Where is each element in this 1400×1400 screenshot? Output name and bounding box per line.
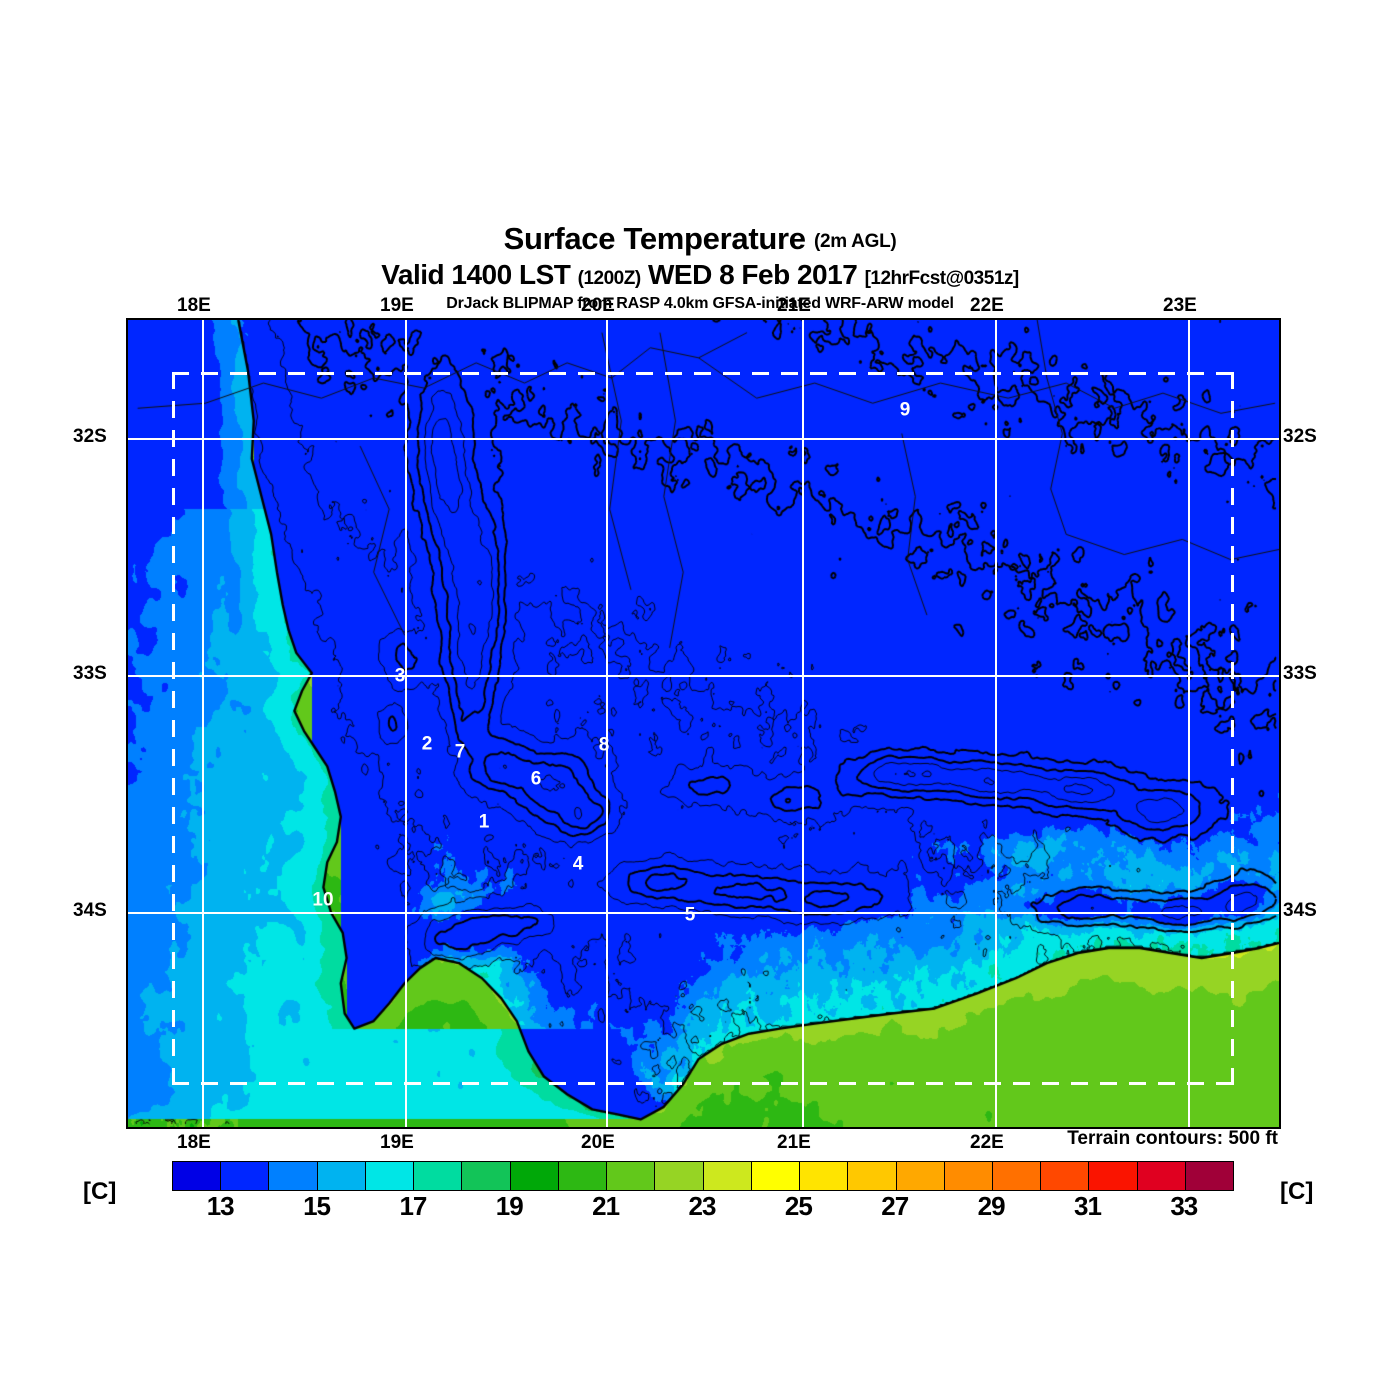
colorbar-swatch-15 <box>896 1162 945 1190</box>
model-source-line: DrJack BLIPMAP from RASP 4.0km GFSA-init… <box>446 295 954 312</box>
site-label-2[interactable]: 2 <box>421 733 433 755</box>
gridline-lon-22E <box>995 320 997 1127</box>
gridline-lat-34S <box>128 912 1279 914</box>
axis-label-bottom-21E: 21E <box>777 1132 811 1153</box>
title-main-text: Surface Temperature <box>503 221 806 256</box>
colorbar-swatch-13 <box>800 1162 849 1190</box>
colorbar-tick-33: 33 <box>1170 1191 1198 1221</box>
colorbar-tick-27: 27 <box>881 1191 909 1221</box>
title-superscript: (2m AGL) <box>814 231 897 252</box>
colorbar-swatch-17 <box>992 1162 1042 1190</box>
valid-lst: Valid 1400 LST <box>381 259 571 290</box>
axis-label-right-32S: 32S <box>1283 426 1317 447</box>
title-block: Surface Temperature (2m AGL) Valid 1400 … <box>0 222 1400 313</box>
colorbar-swatch-10 <box>655 1162 704 1190</box>
colorbar[interactable] <box>172 1161 1234 1191</box>
colorbar-unit-right: [C] <box>1280 1178 1314 1205</box>
gridline-lon-21E <box>802 320 804 1127</box>
colorbar-tick-19: 19 <box>495 1191 524 1221</box>
axis-label-top-20E: 20E <box>581 295 615 316</box>
axis-label-bottom-20E: 20E <box>581 1132 615 1153</box>
valid-date: WED 8 Feb 2017 <box>647 259 858 290</box>
axis-label-bottom-18E: 18E <box>177 1132 211 1153</box>
colorbar-swatch-16 <box>944 1162 993 1190</box>
gridline-lat-32S <box>128 438 1279 440</box>
colorbar-swatch-1 <box>221 1162 270 1190</box>
site-label-9[interactable]: 9 <box>899 399 911 421</box>
colorbar-tick-29: 29 <box>977 1191 1006 1221</box>
axis-label-left-32S: 32S <box>73 426 107 447</box>
colorbar-unit-left: [C] <box>83 1178 117 1205</box>
site-label-8[interactable]: 8 <box>598 734 610 756</box>
temperature-field-canvas <box>128 320 1279 1127</box>
colorbar-tick-21: 21 <box>592 1191 620 1221</box>
site-label-10[interactable]: 10 <box>312 889 334 911</box>
colorbar-swatch-4 <box>365 1162 415 1190</box>
gridline-lon-19E <box>405 320 407 1127</box>
domain-box-left <box>172 372 175 1085</box>
colorbar-tick-23: 23 <box>688 1191 717 1221</box>
domain-box-bottom <box>172 1082 1234 1085</box>
axis-label-left-34S: 34S <box>73 900 107 921</box>
colorbar-swatch-8 <box>558 1162 608 1190</box>
gridline-lon-20E <box>606 320 608 1127</box>
site-label-4[interactable]: 4 <box>572 853 584 875</box>
colorbar-swatch-3 <box>317 1162 366 1190</box>
colorbar-swatch-7 <box>510 1162 559 1190</box>
axis-label-top-19E: 19E <box>380 295 414 316</box>
colorbar-swatch-9 <box>607 1162 656 1190</box>
axis-label-top-18E: 18E <box>177 295 211 316</box>
gridline-lon-18E <box>202 320 204 1127</box>
site-label-6[interactable]: 6 <box>530 768 542 790</box>
colorbar-swatch-18 <box>1041 1162 1090 1190</box>
colorbar-tick-25: 25 <box>784 1191 813 1221</box>
colorbar-tick-31: 31 <box>1073 1191 1102 1221</box>
terrain-contour-note: Terrain contours: 500 ft <box>1067 1128 1278 1149</box>
valid-time-line: Valid 1400 LST (1200Z) WED 8 Feb 2017 [1… <box>0 259 1400 294</box>
axis-label-left-33S: 33S <box>73 663 107 684</box>
colorbar-tick-13: 13 <box>206 1191 235 1221</box>
domain-box-right <box>1231 372 1234 1085</box>
valid-utc: (1200Z) <box>577 268 642 289</box>
site-label-1[interactable]: 1 <box>478 811 490 833</box>
axis-label-right-34S: 34S <box>1283 900 1317 921</box>
axis-label-top-21E: 21E <box>777 295 811 316</box>
gridline-lat-33S <box>128 675 1279 677</box>
colorbar-swatch-5 <box>414 1162 463 1190</box>
site-label-3[interactable]: 3 <box>394 665 406 687</box>
axis-label-right-33S: 33S <box>1283 663 1317 684</box>
map-plot-area[interactable] <box>126 318 1281 1129</box>
forecast-hour: [12hrFcst@0351z] <box>864 268 1020 289</box>
axis-label-bottom-19E: 19E <box>380 1132 414 1153</box>
domain-box-top <box>172 372 1234 375</box>
site-label-5[interactable]: 5 <box>684 904 696 926</box>
axis-label-top-22E: 22E <box>970 295 1004 316</box>
colorbar-swatch-19 <box>1089 1162 1138 1190</box>
gridline-lon-23E <box>1188 320 1190 1127</box>
colorbar-swatch-12 <box>751 1162 801 1190</box>
colorbar-tick-15: 15 <box>303 1191 331 1221</box>
axis-label-top-23E: 23E <box>1163 295 1197 316</box>
colorbar-swatch-21 <box>1185 1162 1234 1190</box>
colorbar-swatch-20 <box>1137 1162 1186 1190</box>
colorbar-swatch-0 <box>173 1162 222 1190</box>
colorbar-tick-17: 17 <box>399 1191 427 1221</box>
axis-label-bottom-22E: 22E <box>970 1132 1004 1153</box>
site-label-7[interactable]: 7 <box>454 741 466 763</box>
colorbar-swatch-6 <box>462 1162 511 1190</box>
colorbar-swatch-14 <box>848 1162 897 1190</box>
page-title: Surface Temperature (2m AGL) <box>0 222 1400 259</box>
colorbar-swatch-2 <box>269 1162 318 1190</box>
colorbar-swatch-11 <box>703 1162 752 1190</box>
